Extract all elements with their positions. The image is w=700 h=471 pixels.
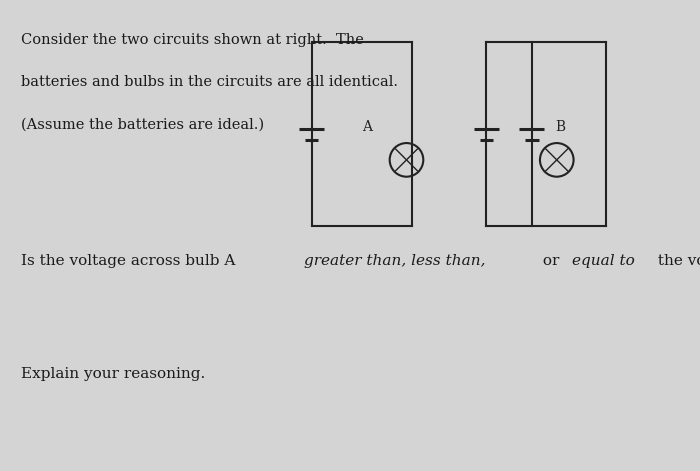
Text: Consider the two circuits shown at right.  The: Consider the two circuits shown at right…	[21, 33, 364, 47]
Text: the voltage across bulb B?: the voltage across bulb B?	[653, 254, 700, 268]
Text: equal to: equal to	[572, 254, 635, 268]
Text: Is the voltage across bulb A: Is the voltage across bulb A	[21, 254, 240, 268]
Text: batteries and bulbs in the circuits are all identical.: batteries and bulbs in the circuits are …	[21, 75, 398, 89]
Text: greater than, less than,: greater than, less than,	[304, 254, 485, 268]
Text: Explain your reasoning.: Explain your reasoning.	[21, 367, 205, 382]
Text: B: B	[556, 120, 566, 134]
Text: A: A	[362, 120, 372, 134]
Text: (Assume the batteries are ideal.): (Assume the batteries are ideal.)	[21, 118, 264, 132]
Text: or: or	[538, 254, 564, 268]
